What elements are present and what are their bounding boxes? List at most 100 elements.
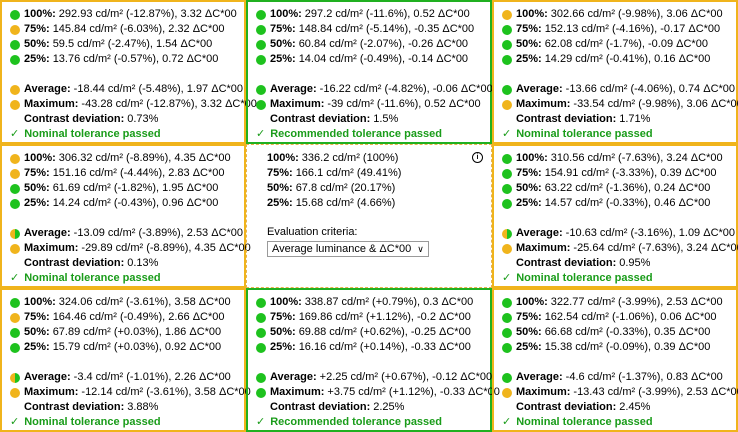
center-line-100: 100%: 336.2 cd/m² (100%) bbox=[267, 152, 399, 164]
contrast-deviation-line: Contrast deviation: 1.71% bbox=[516, 113, 651, 125]
maximum-line: Maximum: -43.28 cd/m² (-12.87%), 3.32 ΔC*… bbox=[10, 97, 257, 112]
status-dot-icon bbox=[256, 372, 266, 383]
status-dot-icon bbox=[502, 153, 512, 164]
status-dot-icon bbox=[256, 297, 266, 308]
status-dot-icon bbox=[502, 342, 512, 353]
status-dot-icon bbox=[502, 183, 512, 194]
luminance-line: 75%: 145.84 cd/m² (-6.03%), 2.32 ΔC*00 bbox=[10, 22, 244, 37]
luminance-line: 25%: 13.76 cd/m² (-0.57%), 0.72 ΔC*00 bbox=[10, 52, 244, 67]
maximum-line: Maximum: -13.43 cd/m² (-3.99%), 2.53 ΔC*0… bbox=[502, 385, 738, 400]
tolerance-result: ✓ Nominal tolerance passed bbox=[10, 272, 161, 284]
luminance-line: 50%: 63.22 cd/m² (-1.36%), 0.24 ΔC*00 bbox=[502, 181, 736, 196]
measurement-cell: 100%: 322.77 cd/m² (-3.99%), 2.53 ΔC*00 75… bbox=[492, 288, 738, 432]
luminance-line: 25%: 16.16 cd/m² (+0.14%), -0.33 ΔC*00 bbox=[256, 340, 490, 355]
tolerance-result: ✓ Nominal tolerance passed bbox=[502, 416, 653, 428]
status-dot-icon bbox=[502, 198, 512, 209]
average-line: Average: -16.22 cd/m² (-4.82%), -0.06 ΔC*… bbox=[256, 82, 493, 97]
evaluation-criteria-select[interactable]: Average luminance & ΔC*00 ∨ bbox=[267, 241, 429, 257]
luminance-line: 25%: 15.38 cd/m² (-0.09%), 0.39 ΔC*00 bbox=[502, 340, 736, 355]
status-dot-icon bbox=[502, 168, 512, 179]
luminance-line: 50%: 60.84 cd/m² (-2.07%), -0.26 ΔC*00 bbox=[256, 37, 490, 52]
status-dot-icon bbox=[502, 24, 512, 35]
maximum-line: Maximum: -29.89 cd/m² (-8.89%), 4.35 ΔC*0… bbox=[10, 241, 251, 256]
measurement-cell: 100%: 324.06 cd/m² (-3.61%), 3.58 ΔC*00 75… bbox=[0, 288, 251, 432]
average-line: Average: -3.4 cd/m² (-1.01%), 2.26 ΔC*00 bbox=[10, 370, 244, 385]
evaluation-criteria-label: Evaluation criteria: bbox=[267, 226, 358, 238]
measurement-cell: 100%: 297.2 cd/m² (-11.6%), 0.52 ΔC*00 75%… bbox=[246, 0, 493, 144]
luminance-line: 75%: 162.54 cd/m² (-1.06%), 0.06 ΔC*00 bbox=[502, 310, 736, 325]
contrast-deviation-line: Contrast deviation: 1.5% bbox=[270, 113, 399, 125]
luminance-line: 50%: 62.08 cd/m² (-1.7%), -0.09 ΔC*00 bbox=[502, 37, 736, 52]
status-dot-icon bbox=[502, 228, 512, 239]
measurement-cell: 100%: 302.66 cd/m² (-9.98%), 3.06 ΔC*00 75… bbox=[492, 0, 738, 144]
checkmark-icon: ✓ bbox=[256, 128, 266, 140]
center-line-75: 75%: 166.1 cd/m² (49.41%) bbox=[267, 167, 402, 179]
status-dot-icon bbox=[256, 312, 266, 323]
status-dot-icon bbox=[256, 54, 266, 65]
status-dot-icon bbox=[502, 84, 512, 95]
status-dot-icon bbox=[10, 24, 20, 35]
luminance-line: 50%: 61.69 cd/m² (-1.82%), 1.95 ΔC*00 bbox=[10, 181, 244, 196]
status-dot-icon bbox=[10, 54, 20, 65]
status-dot-icon bbox=[10, 153, 20, 164]
status-dot-icon bbox=[502, 9, 512, 20]
luminance-line: 100%: 338.87 cd/m² (+0.79%), 0.3 ΔC*00 bbox=[256, 295, 490, 310]
status-dot-icon bbox=[502, 312, 512, 323]
luminance-line: 100%: 302.66 cd/m² (-9.98%), 3.06 ΔC*00 bbox=[502, 7, 736, 22]
average-line: Average: -13.66 cd/m² (-4.06%), 0.74 ΔC*0… bbox=[502, 82, 736, 97]
luminance-line: 50%: 69.88 cd/m² (+0.62%), -0.25 ΔC*00 bbox=[256, 325, 490, 340]
luminance-line: 25%: 14.57 cd/m² (-0.33%), 0.46 ΔC*00 bbox=[502, 196, 736, 211]
status-dot-icon bbox=[10, 327, 20, 338]
luminance-line: 50%: 59.5 cd/m² (-2.47%), 1.54 ΔC*00 bbox=[10, 37, 244, 52]
measurement-cell: 100%: 306.32 cd/m² (-8.89%), 4.35 ΔC*00 75… bbox=[0, 144, 251, 288]
maximum-line: Maximum: -12.14 cd/m² (-3.61%), 3.58 ΔC*0… bbox=[10, 385, 251, 400]
checkmark-icon: ✓ bbox=[502, 128, 512, 140]
center-line-50: 50%: 67.8 cd/m² (20.17%) bbox=[267, 182, 396, 194]
status-dot-icon bbox=[256, 342, 266, 353]
contrast-deviation-line: Contrast deviation: 3.88% bbox=[24, 401, 159, 413]
tolerance-result: ✓ Recommended tolerance passed bbox=[256, 416, 443, 428]
chevron-down-icon: ∨ bbox=[417, 243, 424, 254]
luminance-line: 25%: 14.04 cd/m² (-0.49%), -0.14 ΔC*00 bbox=[256, 52, 490, 67]
info-icon[interactable]: i bbox=[472, 152, 483, 163]
luminance-line: 75%: 151.16 cd/m² (-4.44%), 2.83 ΔC*00 bbox=[10, 166, 244, 181]
status-dot-icon bbox=[10, 372, 20, 383]
checkmark-icon: ✓ bbox=[10, 272, 20, 284]
luminance-line: 100%: 306.32 cd/m² (-8.89%), 4.35 ΔC*00 bbox=[10, 151, 244, 166]
luminance-line: 75%: 169.86 cd/m² (+1.12%), -0.2 ΔC*00 bbox=[256, 310, 490, 325]
status-dot-icon bbox=[502, 297, 512, 308]
status-dot-icon bbox=[256, 39, 266, 50]
status-dot-icon bbox=[256, 9, 266, 20]
luminance-line: 75%: 164.46 cd/m² (-0.49%), 2.66 ΔC*00 bbox=[10, 310, 244, 325]
contrast-deviation-line: Contrast deviation: 2.25% bbox=[270, 401, 405, 413]
maximum-line: Maximum: -25.64 cd/m² (-7.63%), 3.24 ΔC*0… bbox=[502, 241, 738, 256]
status-dot-icon bbox=[10, 243, 20, 254]
status-dot-icon bbox=[256, 99, 266, 110]
status-dot-icon bbox=[10, 228, 20, 239]
checkmark-icon: ✓ bbox=[256, 416, 266, 428]
tolerance-result: ✓ Nominal tolerance passed bbox=[10, 416, 161, 428]
luminance-line: 50%: 66.68 cd/m² (-0.33%), 0.35 ΔC*00 bbox=[502, 325, 736, 340]
contrast-deviation-line: Contrast deviation: 0.95% bbox=[516, 257, 651, 269]
status-dot-icon bbox=[502, 243, 512, 254]
luminance-line: 75%: 148.84 cd/m² (-5.14%), -0.35 ΔC*00 bbox=[256, 22, 490, 37]
contrast-deviation-line: Contrast deviation: 0.13% bbox=[24, 257, 159, 269]
average-line: Average: -13.09 cd/m² (-3.89%), 2.53 ΔC*0… bbox=[10, 226, 244, 241]
status-dot-icon bbox=[10, 99, 20, 110]
luminance-line: 100%: 297.2 cd/m² (-11.6%), 0.52 ΔC*00 bbox=[256, 7, 490, 22]
status-dot-icon bbox=[502, 372, 512, 383]
status-dot-icon bbox=[502, 39, 512, 50]
luminance-line: 100%: 310.56 cd/m² (-7.63%), 3.24 ΔC*00 bbox=[502, 151, 736, 166]
tolerance-result: ✓ Nominal tolerance passed bbox=[10, 128, 161, 140]
tolerance-result: ✓ Recommended tolerance passed bbox=[256, 128, 443, 140]
status-dot-icon bbox=[10, 183, 20, 194]
status-dot-icon bbox=[502, 99, 512, 110]
luminance-line: 25%: 14.29 cd/m² (-0.41%), 0.16 ΔC*00 bbox=[502, 52, 736, 67]
luminance-line: 100%: 322.77 cd/m² (-3.99%), 2.53 ΔC*00 bbox=[502, 295, 736, 310]
status-dot-icon bbox=[502, 387, 512, 398]
status-dot-icon bbox=[10, 312, 20, 323]
measurement-cell: 100%: 310.56 cd/m² (-7.63%), 3.24 ΔC*00 75… bbox=[492, 144, 738, 288]
luminance-line: 75%: 154.91 cd/m² (-3.33%), 0.39 ΔC*00 bbox=[502, 166, 736, 181]
luminance-line: 25%: 14.24 cd/m² (-0.43%), 0.96 ΔC*00 bbox=[10, 196, 244, 211]
